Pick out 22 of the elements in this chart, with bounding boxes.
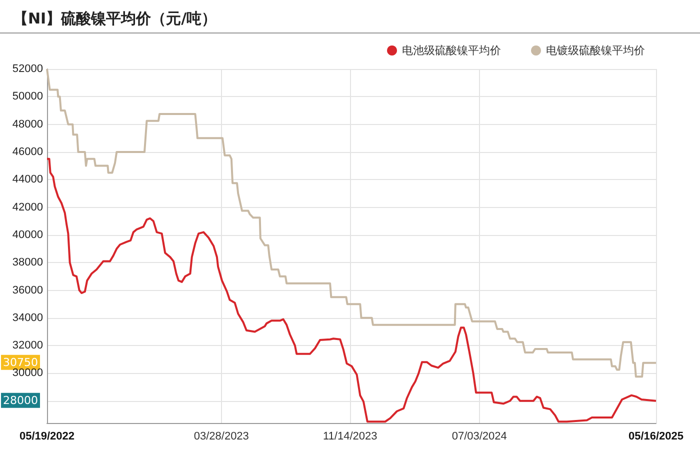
- y-tick-label: 40000: [12, 228, 43, 241]
- text: 28000: [3, 394, 38, 407]
- x-tick-label: 11/14/2023: [322, 430, 378, 442]
- x-tick-label: 05/16/2025: [628, 430, 684, 442]
- y-tick-label: 38000: [12, 256, 43, 269]
- y-tick-label: 32000: [12, 340, 43, 352]
- y-tick-label: 48000: [12, 118, 43, 130]
- text: 30750: [3, 356, 38, 369]
- y-tick-label: 50000: [12, 90, 43, 103]
- y-tick-label: 36000: [12, 284, 43, 296]
- legend-label: 电镀级硫酸镍平均价: [546, 44, 645, 57]
- legend-label: 电池级硫酸镍平均价: [402, 44, 501, 57]
- y-tick-label: 44000: [12, 174, 43, 186]
- x-tick-label: 07/03/2024: [452, 430, 507, 442]
- x-tick-label: 05/19/2022: [19, 430, 75, 442]
- chart-title: 【NI】硫酸镍平均价（元/吨）: [13, 10, 217, 28]
- y-tick-label: 42000: [12, 201, 43, 214]
- y-tick-label: 34000: [12, 312, 43, 324]
- y-tick-label: 52000: [12, 63, 43, 75]
- y-tick-label: 30000: [12, 367, 43, 380]
- x-tick-label: 03/28/2023: [194, 430, 249, 442]
- y-tick-label: 46000: [12, 146, 43, 158]
